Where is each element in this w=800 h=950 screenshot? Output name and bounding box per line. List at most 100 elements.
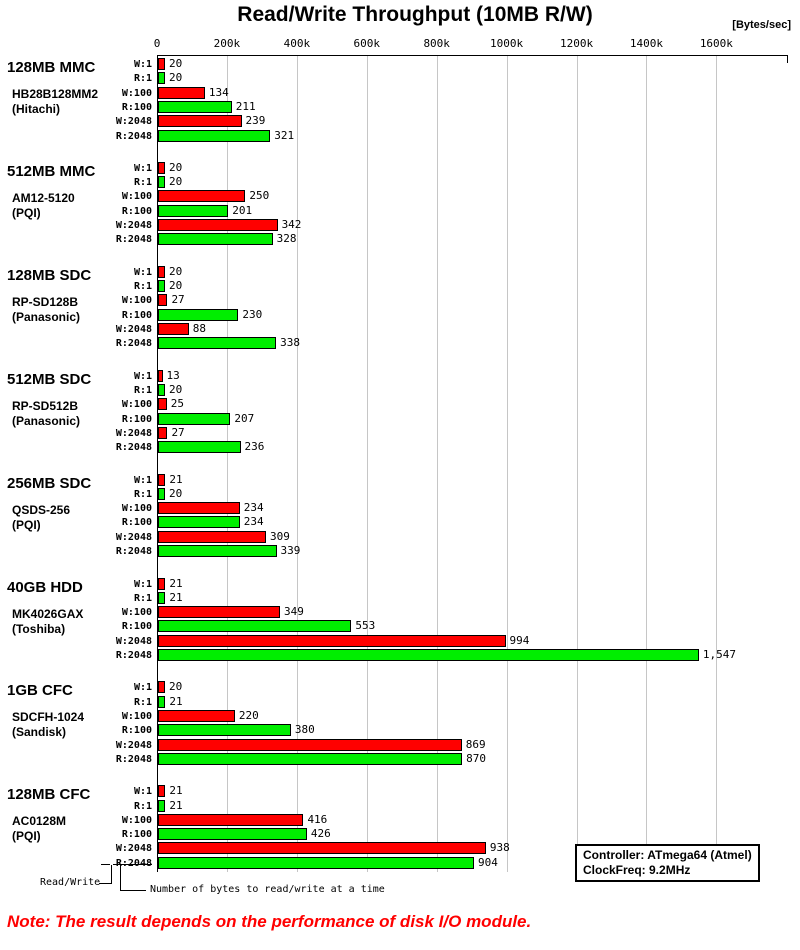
device-group: 256MB SDC QSDS-256 (PQI) W:1 21 R:1 20 W:100 234… (0, 473, 800, 561)
read-bar (158, 591, 166, 604)
bar-row-label: W:2048 (115, 427, 152, 439)
bar-value-label: 220 (238, 708, 259, 722)
bytes-at-time-annotation: Number of bytes to read/write at a time (150, 884, 385, 895)
bar-row-label: W:1 (133, 578, 152, 590)
write-bar (158, 219, 278, 232)
x-axis-tick-label: 200k (213, 37, 241, 50)
read-bar (158, 441, 241, 454)
bar-value-label: 416 (307, 812, 328, 826)
device-model: QSDS-256 (12, 502, 71, 517)
bar-row-label: W:100 (121, 295, 152, 307)
read-bar (158, 799, 166, 812)
bar-value-label: 27 (171, 425, 185, 439)
bar-value-label: 20 (168, 175, 183, 189)
write-bar (158, 813, 304, 826)
bar-row-label: R:2048 (115, 753, 152, 765)
write-bar (158, 161, 165, 174)
bar-row-label: R:1 (133, 592, 152, 604)
bar-value-label: 994 (509, 633, 530, 647)
read-bar (158, 828, 307, 841)
bracket-line-rw-vertical (111, 865, 112, 884)
write-bar (158, 265, 165, 278)
write-bar (158, 322, 189, 335)
device-name: 1GB CFC (7, 682, 73, 700)
bar-value-label: 20 (168, 486, 183, 500)
bar-value-label: 21 (169, 784, 183, 798)
read-bar (158, 752, 463, 765)
device-name: 128MB CFC (7, 786, 91, 804)
device-group: 512MB MMC AM12-5120 (PQI) W:1 20 R:1 20 W:100 25… (0, 161, 800, 249)
bar-row-label: W:100 (121, 503, 152, 515)
device-maker: (Hitachi) (12, 102, 60, 116)
gridline (577, 56, 578, 872)
device-model: MK4026GAX (12, 606, 84, 621)
device-group: 128MB MMC HB28B128MM2 (Hitachi) W:1 20 R:1 20 W… (0, 58, 800, 145)
device-model: RP-SD128B (12, 294, 79, 309)
bar-row-label: W:2048 (115, 116, 152, 128)
bar-value-label: 211 (235, 99, 256, 113)
read-bar (158, 176, 165, 189)
gridline (367, 56, 368, 872)
bar-value-label: 870 (466, 751, 487, 765)
bar-value-label: 938 (489, 841, 510, 855)
write-bar (158, 190, 246, 203)
bar-row-label: W:100 (121, 399, 152, 411)
device-name: 512MB SDC (7, 370, 92, 388)
read-bar (158, 337, 277, 350)
bar-row-label: W:100 (121, 191, 152, 203)
x-axis-tick-label: 0 (153, 37, 161, 50)
gridline (437, 56, 438, 872)
bar-value-label: 20 (168, 264, 183, 278)
bar-row-label: W:100 (121, 710, 152, 722)
bar-value-label: 869 (465, 737, 486, 751)
bar-row-label: R:2048 (115, 546, 152, 558)
gridline (507, 56, 508, 872)
bar-value-label: 88 (192, 321, 207, 335)
bar-value-label: 339 (280, 544, 301, 558)
bar-row-label: W:1 (133, 370, 152, 382)
bar-row-label: W:1 (133, 786, 152, 798)
bar-row-label: R:1 (133, 488, 152, 500)
x-axis-tick-label: 400k (283, 37, 311, 50)
gridline (716, 56, 717, 872)
device-maker: (PQI) (12, 205, 41, 220)
bar-value-label: 134 (208, 85, 229, 99)
bar-value-label: 13 (166, 368, 180, 382)
underline-byte-count (113, 864, 152, 865)
bar-row-label: R:1 (133, 696, 152, 708)
bar-value-label: 904 (478, 855, 498, 869)
read-bar (158, 233, 273, 246)
device-model: HB28B128MM2 (12, 87, 99, 101)
bar-value-label: 309 (270, 529, 290, 543)
read-bar (158, 383, 165, 396)
write-bar (158, 577, 166, 590)
bar-value-label: 426 (310, 827, 331, 841)
bar-row-label: W:100 (121, 607, 152, 619)
bar-value-label: 21 (169, 694, 183, 708)
write-bar (158, 606, 280, 619)
bar-row-label: R:2048 (115, 130, 152, 142)
read-bar (158, 545, 277, 558)
write-bar (158, 86, 205, 99)
bar-value-label: 553 (355, 619, 376, 633)
bar-value-label: 234 (243, 501, 264, 515)
bar-row-label: W:2048 (115, 843, 152, 855)
bar-row-label: R:100 (121, 517, 152, 529)
device-maker: (Panasonic) (12, 309, 81, 324)
bar-value-label: 236 (244, 440, 265, 454)
device-name: 128MB MMC (7, 59, 96, 76)
bar-value-label: 239 (245, 114, 266, 128)
write-bar (158, 738, 462, 751)
bar-row-label: R:2048 (115, 234, 152, 246)
read-bar (158, 204, 229, 217)
bar-row-label: W:2048 (115, 739, 152, 751)
bar-row-label: W:100 (121, 87, 152, 99)
bracket-line-bytes-horizontal (120, 890, 146, 891)
bar-row-label: R:1 (133, 800, 152, 812)
write-bar (158, 842, 486, 855)
read-bar (158, 516, 240, 529)
read-bar (158, 649, 699, 661)
bar-row-label: W:1 (133, 682, 152, 694)
device-maker: (PQI) (12, 517, 41, 532)
